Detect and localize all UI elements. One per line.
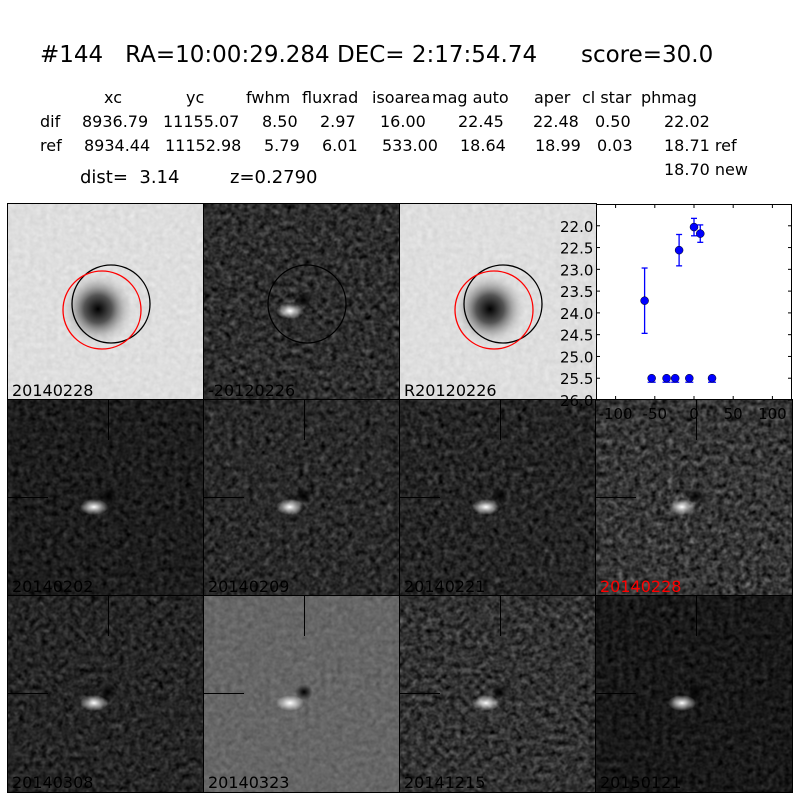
- crosshair-horizontal: [204, 693, 244, 694]
- table-cell: 11152.98: [165, 136, 242, 155]
- y-tick-label: 24.5: [560, 327, 593, 345]
- panel-date-label: 20141215: [404, 773, 486, 792]
- crosshair-vertical: [500, 596, 501, 636]
- table-cell: 22.45: [458, 112, 504, 131]
- redshift-value: z=0.2790: [230, 167, 318, 188]
- crosshair-vertical: [696, 596, 697, 636]
- table-cell: 11155.07: [163, 112, 240, 131]
- crosshair-horizontal: [596, 693, 636, 694]
- y-tick-label: 23.0: [560, 261, 593, 279]
- x-tick-label: 0: [689, 405, 699, 423]
- x-tick-label: -100: [599, 405, 633, 423]
- dist-value: dist= 3.14: [80, 167, 180, 188]
- column-header: aper: [534, 88, 571, 107]
- data-point: [640, 296, 649, 305]
- table-cell: 0.03: [597, 136, 633, 155]
- y-tick-label: 26.0: [560, 392, 593, 410]
- panel-date-label: 20140202: [12, 577, 94, 596]
- table-cell: 18.99: [535, 136, 581, 155]
- image-panel[interactable]: 20141215: [399, 595, 597, 793]
- panel-date-label: 20140228: [600, 577, 682, 596]
- crosshair-vertical: [696, 400, 697, 440]
- table-cell: 533.00: [382, 136, 438, 155]
- y-tick-label: 22.5: [560, 240, 593, 258]
- image-panel[interactable]: 20140323: [203, 595, 401, 793]
- row-label: ref: [40, 136, 62, 155]
- image-panel[interactable]: -20120226: [203, 203, 401, 401]
- plot-frame: [596, 204, 792, 400]
- table-cell: 22.48: [533, 112, 579, 131]
- crosshair-horizontal: [204, 497, 244, 498]
- x-tick-label: 100: [758, 405, 787, 423]
- crosshair-horizontal: [596, 497, 636, 498]
- table-cell: 5.79: [264, 136, 300, 155]
- image-panel[interactable]: 20150121: [595, 595, 793, 793]
- limit-point: [707, 373, 717, 383]
- column-header: xc: [104, 88, 122, 107]
- panel-date-label: 20150121: [600, 773, 682, 792]
- data-point: [689, 222, 699, 232]
- image-panel[interactable]: 20140308: [7, 595, 205, 793]
- column-header: fluxrad: [302, 88, 359, 107]
- y-tick-label: 24.0: [560, 305, 593, 323]
- crosshair-vertical: [108, 596, 109, 636]
- table-cell: 6.01: [322, 136, 358, 155]
- table-cell: 2.97: [320, 112, 356, 131]
- page-title: #144 RA=10:00:29.284 DEC= 2:17:54.74 sco…: [40, 42, 714, 68]
- column-header: phmag: [641, 88, 697, 107]
- crosshair-vertical: [108, 400, 109, 440]
- image-panel[interactable]: 20140228: [7, 203, 205, 401]
- data-point: [674, 245, 684, 255]
- image-panel[interactable]: 20140221: [399, 399, 597, 597]
- y-tick-label: 22.0: [560, 218, 593, 236]
- x-tick-label: 50: [724, 405, 743, 423]
- y-tick-label: 23.5: [560, 283, 593, 301]
- image-panel[interactable]: 20140209: [203, 399, 401, 597]
- column-header: yc: [186, 88, 205, 107]
- panel-date-label: 20140323: [208, 773, 290, 792]
- table-cell: 0.50: [595, 112, 631, 131]
- column-header: fwhm: [246, 88, 291, 107]
- table-cell: 8.50: [262, 112, 298, 131]
- limit-point: [670, 373, 680, 383]
- x-tick-label: -50: [643, 405, 668, 423]
- table-cell: 8934.44: [84, 136, 151, 155]
- panel-date-label: 20140221: [404, 577, 486, 596]
- column-header: cl star: [582, 88, 632, 107]
- crosshair-horizontal: [400, 497, 440, 498]
- table-cell: 18.64: [460, 136, 506, 155]
- limit-point: [662, 373, 671, 383]
- crosshair-vertical: [304, 400, 305, 440]
- image-panel[interactable]: 20140202: [7, 399, 205, 597]
- panel-date-label: 20140209: [208, 577, 290, 596]
- table-cell: 18.71 ref: [664, 136, 737, 155]
- image-panel[interactable]: 20140228: [595, 399, 793, 597]
- panel-date-label: -20120226: [208, 381, 296, 400]
- lightcurve-chart: 22.0 22.5 23.0 23.5 24.0 24.5 25.0 25.5 26.0 -100…: [560, 204, 792, 423]
- row-label: dif: [40, 112, 61, 131]
- column-header: mag auto: [432, 88, 509, 107]
- panel-date-label: 20140228: [12, 381, 94, 400]
- crosshair-vertical: [500, 400, 501, 440]
- phmag-new: 18.70 new: [664, 160, 748, 179]
- table-cell: 22.02: [664, 112, 710, 131]
- limit-point: [685, 373, 694, 383]
- image-panel[interactable]: R20120226: [399, 203, 597, 401]
- y-tick-label: 25.0: [560, 348, 593, 366]
- crosshair-horizontal: [8, 497, 48, 498]
- table-cell: 16.00: [380, 112, 426, 131]
- data-point: [696, 229, 705, 238]
- panel-date-label: 20140308: [12, 773, 94, 792]
- column-header: isoarea: [372, 88, 431, 107]
- y-tick-label: 25.5: [560, 370, 593, 388]
- crosshair-vertical: [304, 596, 305, 636]
- table-cell: 8936.79: [82, 112, 149, 131]
- limit-point: [647, 373, 656, 383]
- crosshair-horizontal: [8, 693, 48, 694]
- crosshair-horizontal: [400, 693, 440, 694]
- panel-date-label: R20120226: [404, 381, 497, 400]
